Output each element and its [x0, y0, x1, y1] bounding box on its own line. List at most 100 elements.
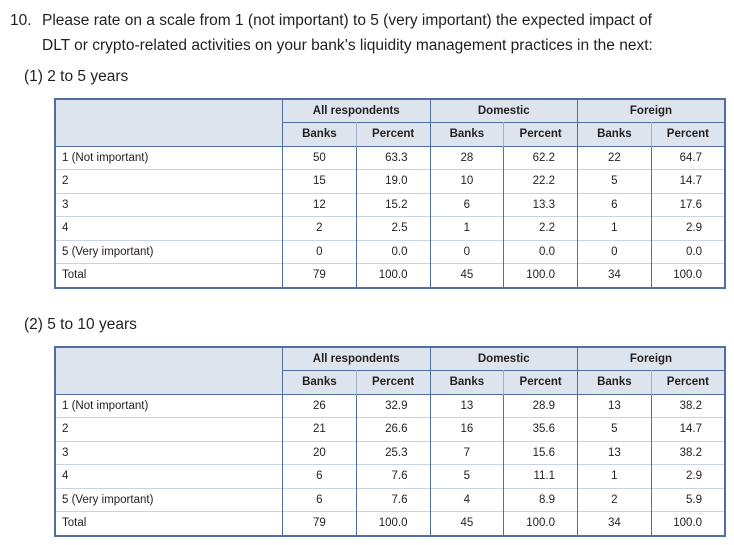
percent-cell: 15.6 [503, 440, 578, 465]
table-row: 3 20 25.3 7 15.6 13 38.2 [55, 440, 725, 465]
table-row: 2 21 26.6 16 35.6 5 14.7 [55, 417, 725, 441]
row-label-header [55, 99, 283, 146]
group-header: Domestic [430, 99, 578, 123]
question-line-1-text: Please rate on a scale from 1 (not impor… [42, 12, 652, 29]
row-label: 4 [55, 464, 283, 488]
banks-cell: 2 [577, 487, 652, 512]
percent-cell: 7.6 [356, 487, 431, 512]
percent-cell: 28.9 [503, 393, 578, 418]
percent-cell: 13.3 [503, 192, 578, 217]
percent-cell: 26.6 [356, 417, 431, 441]
table-row: 1 (Not important) 26 32.9 13 28.9 13 38.2 [55, 393, 725, 418]
banks-cell: 1 [430, 216, 505, 240]
percent-cell: 17.6 [651, 192, 725, 217]
percent-cell: 0.0 [651, 239, 725, 264]
banks-cell: 13 [430, 393, 505, 418]
banks-cell: 0 [282, 239, 357, 264]
banks-cell: 34 [577, 263, 652, 288]
banks-cell: 1 [577, 464, 652, 488]
table-row: 2 15 19.0 10 22.2 5 14.7 [55, 169, 725, 193]
table-row: 3 12 15.2 6 13.3 6 17.6 [55, 192, 725, 217]
percent-cell: 100.0 [356, 263, 431, 288]
banks-cell: 22 [577, 145, 652, 170]
banks-cell: 50 [282, 145, 357, 170]
percent-cell: 0.0 [503, 239, 578, 264]
percent-cell: 22.2 [503, 169, 578, 193]
banks-cell: 34 [577, 511, 652, 536]
banks-cell: 6 [577, 192, 652, 217]
column-header: Percent [651, 370, 725, 394]
table-row: 5 (Very important) 0 0.0 0 0.0 0 0.0 [55, 239, 725, 264]
percent-cell: 35.6 [503, 417, 578, 441]
percent-cell: 2.2 [503, 216, 578, 240]
percent-cell: 63.3 [356, 145, 431, 170]
results-table-5-to-10-years: All respondents Domestic Foreign Banks Perce… [54, 346, 726, 537]
banks-cell: 1 [577, 216, 652, 240]
group-header: All respondents [282, 99, 431, 123]
table-row: 5 (Very important) 6 7.6 4 8.9 2 5.9 [55, 487, 725, 512]
section-heading-5-to-10-years: (2) 5 to 10 years [24, 316, 137, 333]
banks-cell: 7 [430, 440, 505, 465]
table-row: 1 (Not important) 50 63.3 28 62.2 22 64.7 [55, 145, 725, 170]
percent-cell: 2.5 [356, 216, 431, 240]
question-line-1: 10. Please rate on a scale from 1 (not im… [10, 8, 653, 33]
banks-cell: 5 [430, 464, 505, 488]
column-header: Percent [356, 370, 431, 394]
column-header: Percent [356, 122, 431, 146]
question-number: 10. [10, 12, 32, 29]
row-label: 3 [55, 440, 283, 465]
percent-cell: 2.9 [651, 216, 725, 240]
percent-cell: 19.0 [356, 169, 431, 193]
percent-cell: 100.0 [651, 511, 725, 536]
row-label: Total [55, 263, 283, 288]
row-label: 5 (Very important) [55, 239, 283, 264]
banks-cell: 6 [282, 464, 357, 488]
percent-cell: 14.7 [651, 417, 725, 441]
banks-cell: 26 [282, 393, 357, 418]
banks-cell: 5 [577, 417, 652, 441]
banks-cell: 45 [430, 263, 505, 288]
banks-cell: 13 [577, 393, 652, 418]
banks-cell: 79 [282, 263, 357, 288]
percent-cell: 64.7 [651, 145, 725, 170]
column-header: Percent [651, 122, 725, 146]
percent-cell: 100.0 [503, 263, 578, 288]
table-column-header-row: Banks Percent Banks Percent Banks Percent [55, 122, 725, 146]
column-header: Percent [503, 370, 578, 394]
row-label: 4 [55, 216, 283, 240]
percent-cell: 25.3 [356, 440, 431, 465]
column-header: Banks [577, 122, 652, 146]
column-header: Banks [430, 370, 505, 394]
column-header: Banks [577, 370, 652, 394]
table-group-header-row: All respondents Domestic Foreign [55, 99, 725, 146]
table-group-header-row: All respondents Domestic Foreign [55, 347, 725, 394]
banks-cell: 0 [430, 239, 505, 264]
percent-cell: 32.9 [356, 393, 431, 418]
percent-cell: 2.9 [651, 464, 725, 488]
column-header: Percent [503, 122, 578, 146]
banks-cell: 12 [282, 192, 357, 217]
banks-cell: 6 [430, 192, 505, 217]
table-row: Total 79 100.0 45 100.0 34 100.0 [55, 511, 725, 536]
percent-cell: 8.9 [503, 487, 578, 512]
banks-cell: 28 [430, 145, 505, 170]
percent-cell: 14.7 [651, 169, 725, 193]
banks-cell: 21 [282, 417, 357, 441]
banks-cell: 20 [282, 440, 357, 465]
table-row: 4 2 2.5 1 2.2 1 2.9 [55, 216, 725, 240]
table-column-header-row: Banks Percent Banks Percent Banks Percent [55, 370, 725, 394]
results-table-2-to-5-years: All respondents Domestic Foreign Banks Perce… [54, 98, 726, 289]
row-label: 1 (Not important) [55, 145, 283, 170]
banks-cell: 5 [577, 169, 652, 193]
percent-cell: 15.2 [356, 192, 431, 217]
banks-cell: 4 [430, 487, 505, 512]
column-header: Banks [282, 370, 357, 394]
percent-cell: 11.1 [503, 464, 578, 488]
row-label: 3 [55, 192, 283, 217]
banks-cell: 16 [430, 417, 505, 441]
percent-cell: 100.0 [356, 511, 431, 536]
banks-cell: 2 [282, 216, 357, 240]
percent-cell: 7.6 [356, 464, 431, 488]
banks-cell: 15 [282, 169, 357, 193]
banks-cell: 10 [430, 169, 505, 193]
